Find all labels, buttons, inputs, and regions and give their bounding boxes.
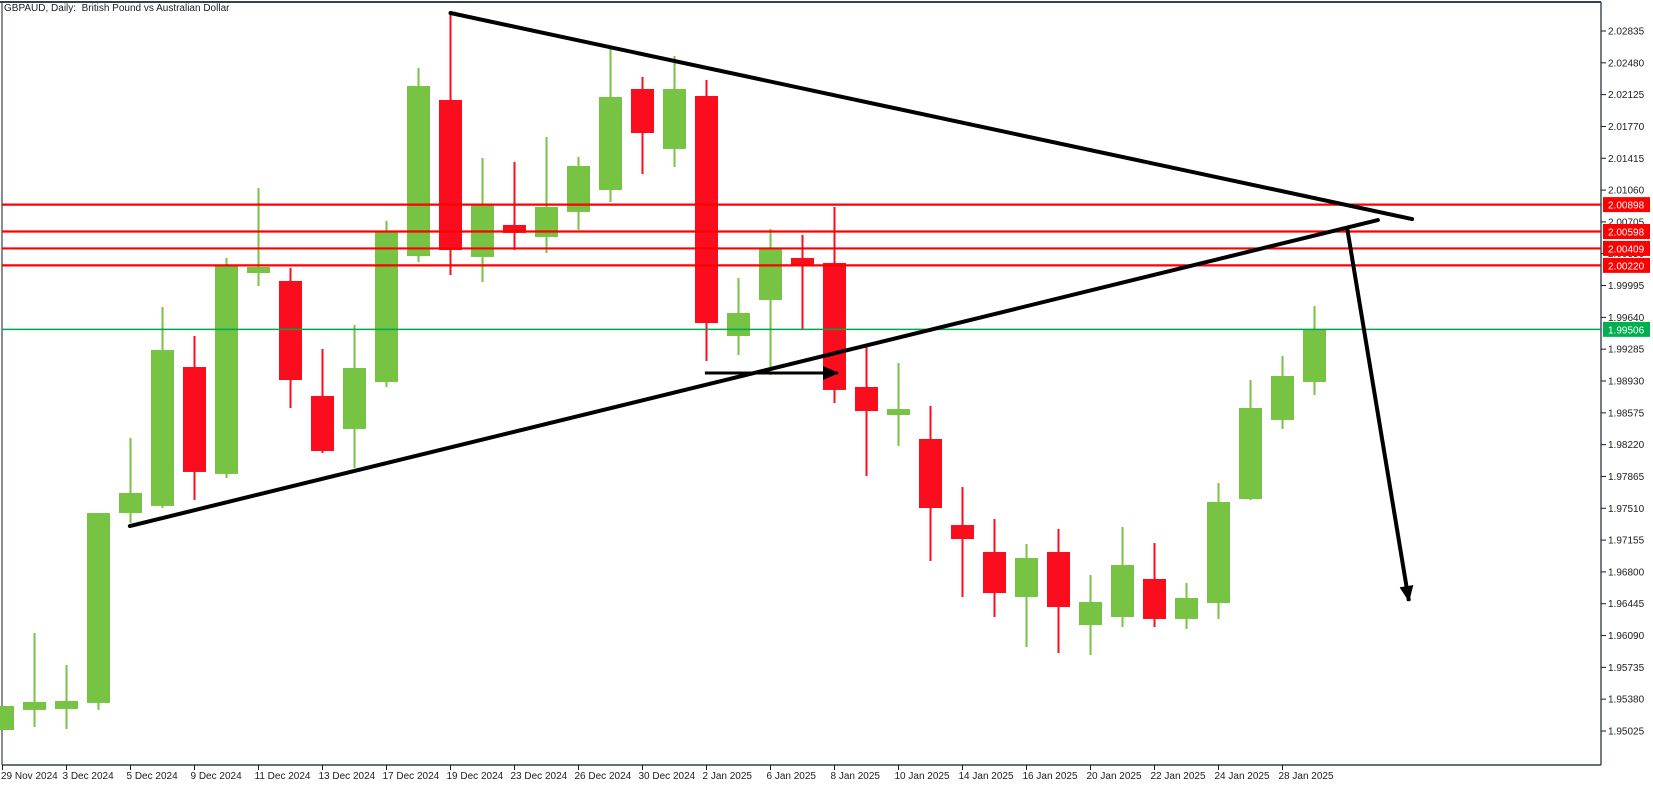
candlestick xyxy=(1047,552,1070,608)
price-tick-label: 2.02835 xyxy=(1608,27,1645,38)
chart-title: GBPAUD, Daily: British Pound vs Australi… xyxy=(4,3,230,14)
candlestick xyxy=(1143,578,1166,619)
candlestick xyxy=(23,701,46,710)
price-tick-label: 1.97510 xyxy=(1608,504,1645,515)
date-tick-label: 3 Dec 2024 xyxy=(63,771,115,782)
candlestick xyxy=(567,165,590,212)
candlestick xyxy=(535,206,558,237)
date-tick-label: 2 Jan 2025 xyxy=(703,771,753,782)
current-price-line-badge xyxy=(1603,321,1650,337)
candlestick xyxy=(1239,407,1262,500)
breakdown-arrow[interactable] xyxy=(1345,227,1414,602)
candlestick xyxy=(919,438,942,509)
price-tick-label: 1.98220 xyxy=(1608,440,1645,451)
resistance-line-3-badge-label: 2.00409 xyxy=(1608,244,1645,255)
candlestick xyxy=(1015,558,1038,598)
candlestick xyxy=(151,349,174,506)
candlestick xyxy=(247,266,270,273)
resistance-line-1-badge-label: 2.00898 xyxy=(1608,201,1645,212)
candlestick xyxy=(215,266,238,474)
price-tick-label: 1.99995 xyxy=(1608,281,1645,292)
resistance-line-4-badge-label: 2.00220 xyxy=(1608,261,1645,272)
price-tick-label: 1.95735 xyxy=(1608,663,1645,674)
candlestick xyxy=(439,100,462,251)
price-tick-label: 2.02480 xyxy=(1608,58,1645,69)
date-tick-label: 20 Jan 2025 xyxy=(1087,771,1142,782)
date-tick-label: 14 Jan 2025 xyxy=(959,771,1014,782)
candlestick xyxy=(1079,602,1102,626)
candlestick xyxy=(311,395,334,451)
date-tick-label: 10 Jan 2025 xyxy=(895,771,950,782)
price-tick-label: 2.02125 xyxy=(1608,90,1645,101)
price-tick-label: 1.99640 xyxy=(1608,313,1645,324)
resistance-line-3-badge xyxy=(1603,240,1650,256)
candlestick xyxy=(1175,597,1198,619)
current-price-line-badge-label: 1.99506 xyxy=(1608,325,1645,336)
price-tick-label: 1.97865 xyxy=(1608,472,1645,483)
candlestick xyxy=(663,88,686,149)
candlestick xyxy=(599,96,622,191)
candlestick xyxy=(887,409,910,416)
price-tick-label: 2.00705 xyxy=(1608,217,1645,228)
date-tick-label: 6 Jan 2025 xyxy=(767,771,817,782)
price-tick-label: 1.97155 xyxy=(1608,536,1645,547)
candlestick xyxy=(951,525,974,540)
price-tick-label: 1.95380 xyxy=(1608,695,1645,706)
date-tick-label: 5 Dec 2024 xyxy=(127,771,179,782)
date-tick-label: 28 Jan 2025 xyxy=(1279,771,1334,782)
resistance-line-2-badge xyxy=(1603,223,1650,239)
candlestick xyxy=(119,492,142,514)
candlestick xyxy=(983,552,1006,594)
date-tick-label: 26 Dec 2024 xyxy=(575,771,632,782)
candlestick xyxy=(727,312,750,337)
price-tick-label: 1.96800 xyxy=(1608,567,1645,578)
candlestick xyxy=(87,513,110,703)
candlestick xyxy=(503,224,526,233)
candlestick xyxy=(375,231,398,383)
candlestick xyxy=(279,280,302,381)
descending-trendline[interactable] xyxy=(448,10,1415,222)
price-tick-label: 1.99285 xyxy=(1608,345,1645,356)
price-tick-label: 1.98575 xyxy=(1608,408,1645,419)
date-tick-label: 11 Dec 2024 xyxy=(255,771,311,782)
date-tick-label: 9 Dec 2024 xyxy=(191,771,243,782)
candlestick xyxy=(407,86,430,257)
candlestick xyxy=(791,257,814,265)
date-tick-label: 13 Dec 2024 xyxy=(319,771,376,782)
date-tick-label: 22 Jan 2025 xyxy=(1151,771,1206,782)
candlestick xyxy=(183,367,206,472)
candlestick xyxy=(1207,501,1230,604)
date-tick-label: 24 Jan 2025 xyxy=(1215,771,1270,782)
candlestick xyxy=(1303,329,1326,382)
price-tick-label: 2.01415 xyxy=(1608,154,1645,165)
date-tick-label: 23 Dec 2024 xyxy=(511,771,568,782)
date-tick-label: 30 Dec 2024 xyxy=(639,771,696,782)
date-tick-label: 17 Dec 2024 xyxy=(383,771,440,782)
price-tick-label: 1.96090 xyxy=(1608,631,1645,642)
date-tick-label: 16 Jan 2025 xyxy=(1023,771,1078,782)
candlestick xyxy=(1271,375,1294,420)
price-tick-label: 2.01770 xyxy=(1608,122,1645,133)
candlestick xyxy=(695,95,718,324)
candlestick xyxy=(55,700,78,709)
resistance-line-1-badge xyxy=(1603,197,1650,213)
resistance-line-2-badge-label: 2.00598 xyxy=(1608,227,1645,238)
candlestick xyxy=(855,387,878,412)
candlestick xyxy=(631,88,654,133)
price-tick-label: 2.01060 xyxy=(1608,186,1645,197)
candlestick xyxy=(1111,565,1134,617)
date-tick-label: 8 Jan 2025 xyxy=(831,771,881,782)
price-tick-label: 1.98930 xyxy=(1608,377,1645,388)
price-tick-label: 1.95025 xyxy=(1608,727,1645,738)
price-tick-label: 1.96445 xyxy=(1608,599,1645,610)
resistance-line-4-badge xyxy=(1603,257,1650,273)
candlestick xyxy=(759,247,782,300)
candlestick xyxy=(823,262,846,390)
date-tick-label: 19 Dec 2024 xyxy=(447,771,504,782)
date-tick-label: 29 Nov 2024 xyxy=(1,771,58,782)
candlestick xyxy=(343,368,366,430)
candlestick xyxy=(0,705,14,731)
